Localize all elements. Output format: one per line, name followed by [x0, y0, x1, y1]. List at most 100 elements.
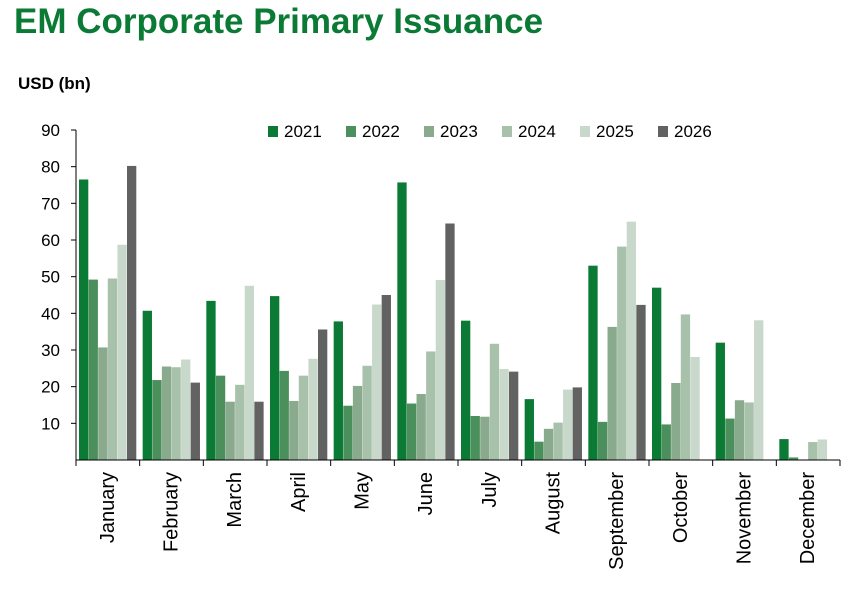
- y-axis-unit-label: USD (bn): [18, 74, 91, 93]
- bar-december-2021: [779, 439, 789, 460]
- legend: 2021 2022 2023 2024 2025 2026: [268, 122, 712, 141]
- bar-february-2023: [161, 366, 172, 460]
- bar-may-2026: [381, 295, 391, 460]
- y-tick-label: 50: [41, 268, 60, 287]
- bar-november-2021: [715, 342, 725, 460]
- bar-december-2022: [788, 457, 799, 460]
- y-tick-label: 60: [41, 231, 60, 250]
- bar-january-2025: [117, 244, 127, 460]
- y-tick-label: 20: [41, 378, 60, 397]
- bar-march-2021: [206, 300, 216, 460]
- bar-february-2024: [171, 367, 181, 460]
- bar-march-2025: [244, 285, 255, 460]
- legend-swatch-2022: [346, 126, 356, 137]
- bar-march-2024: [235, 384, 245, 460]
- y-tick-label: 70: [41, 194, 60, 213]
- bar-february-2022: [152, 380, 162, 460]
- bar-october-2025: [690, 356, 700, 460]
- bar-april-2026: [318, 329, 328, 460]
- bar-may-2021: [333, 321, 343, 460]
- x-tick-label-april: April: [288, 472, 310, 512]
- legend-swatch-2024: [502, 126, 512, 137]
- bar-september-2023: [607, 326, 617, 460]
- legend-swatch-2023: [424, 126, 434, 137]
- bar-december-2025: [817, 439, 828, 460]
- bar-june-2026: [445, 223, 455, 460]
- legend-label-2023: 2023: [440, 122, 478, 141]
- bar-june-2023: [416, 394, 426, 460]
- bar-january-2021: [79, 179, 89, 460]
- y-tick-label: 40: [41, 304, 60, 323]
- bar-september-2026: [636, 304, 646, 460]
- bar-january-2024: [107, 278, 118, 460]
- bars-group: [79, 165, 828, 460]
- bar-april-2023: [289, 400, 299, 460]
- bar-june-2025: [435, 279, 446, 460]
- x-tick-label-june: June: [415, 472, 437, 515]
- bar-july-2025: [499, 369, 509, 460]
- legend-label-2026: 2026: [674, 122, 712, 141]
- bar-november-2025: [754, 320, 764, 460]
- bar-september-2022: [597, 421, 608, 460]
- x-tick-label-december: December: [797, 472, 819, 565]
- bar-october-2023: [671, 383, 681, 460]
- chart-title: EM Corporate Primary Issuance: [14, 2, 544, 41]
- bar-november-2024: [744, 402, 754, 460]
- bar-may-2025: [372, 304, 382, 460]
- bar-july-2021: [461, 320, 471, 460]
- x-tick-label-may: May: [352, 472, 374, 510]
- bar-april-2025: [308, 358, 318, 460]
- bar-august-2023: [543, 428, 554, 460]
- bar-september-2025: [626, 221, 637, 460]
- legend-label-2025: 2025: [596, 122, 634, 141]
- bar-july-2024: [489, 343, 500, 460]
- legend-label-2024: 2024: [518, 122, 556, 141]
- bar-october-2022: [661, 424, 671, 460]
- y-tick-label: 30: [41, 341, 60, 360]
- legend-label-2022: 2022: [362, 122, 400, 141]
- bar-february-2025: [181, 359, 191, 460]
- bar-june-2022: [406, 403, 417, 460]
- x-tick-label-september: September: [606, 472, 628, 570]
- bar-may-2022: [343, 405, 353, 460]
- legend-swatch-2021: [268, 126, 278, 137]
- bar-december-2024: [808, 442, 818, 460]
- x-tick-label-november: November: [734, 472, 756, 565]
- bar-january-2023: [98, 347, 108, 460]
- bar-april-2024: [298, 375, 309, 460]
- x-tick-label-february: February: [161, 472, 183, 552]
- x-tick-label-august: August: [543, 472, 565, 535]
- bar-june-2024: [426, 351, 436, 460]
- legend-label-2021: 2021: [284, 122, 322, 141]
- legend-swatch-2025: [580, 126, 590, 137]
- bar-september-2024: [617, 246, 627, 460]
- legend-swatch-2026: [658, 126, 668, 137]
- bar-may-2023: [352, 385, 363, 460]
- bar-august-2024: [553, 422, 563, 460]
- x-tick-label-january: January: [97, 472, 119, 543]
- bar-july-2022: [470, 416, 480, 460]
- bar-august-2021: [524, 399, 534, 460]
- bar-january-2022: [88, 279, 98, 460]
- bar-august-2025: [563, 389, 573, 460]
- bar-january-2026: [127, 165, 137, 460]
- bar-march-2022: [215, 375, 226, 460]
- bar-april-2021: [270, 296, 280, 460]
- x-tick-label-july: July: [479, 472, 501, 508]
- bar-october-2021: [652, 287, 662, 460]
- bar-april-2022: [279, 370, 289, 460]
- y-tick-label: 80: [41, 158, 60, 177]
- bar-july-2023: [480, 416, 490, 460]
- bar-september-2021: [588, 265, 598, 460]
- bar-august-2022: [534, 441, 544, 460]
- axes-group: 10 20 30 40 50 60 70 80 90 January February March Ap…: [41, 121, 841, 570]
- bar-november-2023: [734, 400, 745, 460]
- bar-october-2024: [680, 314, 691, 460]
- bar-march-2026: [254, 401, 264, 460]
- y-tick-label: 10: [41, 414, 60, 433]
- x-tick-label-october: October: [670, 472, 692, 543]
- y-tick-label: 90: [41, 121, 60, 140]
- bar-august-2026: [572, 387, 582, 460]
- bar-november-2022: [725, 418, 735, 460]
